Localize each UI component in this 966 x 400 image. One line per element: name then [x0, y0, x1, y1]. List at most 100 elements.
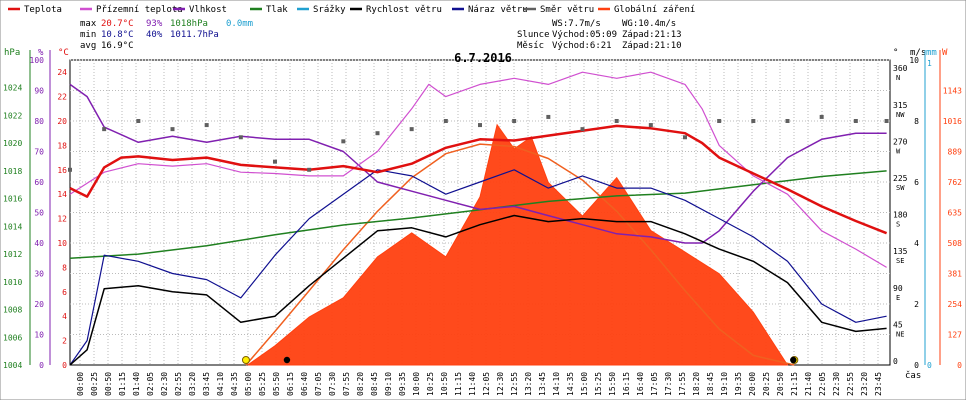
x-tick-label: 11:15 — [454, 372, 463, 396]
series-direction-point — [546, 114, 551, 119]
pressure-tick: 1018 — [3, 167, 22, 176]
sunrise-marker — [241, 356, 250, 364]
series-direction-point — [717, 119, 722, 123]
x-tick-label: 03:20 — [188, 372, 197, 396]
x-tick-label: 22:30 — [832, 372, 841, 396]
humidity-tick: 60 — [34, 178, 44, 187]
x-tick-label: 15:00 — [580, 372, 589, 396]
humidity-tick: 0 — [39, 361, 44, 370]
series-direction-point — [614, 119, 619, 123]
x-tick-label: 05:50 — [272, 372, 281, 396]
x-axis-label: čas — [905, 370, 921, 381]
solar-tick: 254 — [948, 300, 963, 309]
sun-label: Slunce — [517, 30, 550, 40]
series-direction-point — [170, 127, 175, 132]
x-tick-label: 02:55 — [174, 372, 183, 396]
series-direction-point — [136, 119, 141, 123]
temperature-tick: 20 — [57, 117, 67, 126]
direction-cardinal: NE — [896, 330, 904, 338]
series-direction-point — [238, 135, 243, 140]
temperature-tick: 8 — [62, 263, 67, 272]
series-theoretical-solar-line — [245, 143, 795, 366]
series-solar-area — [247, 123, 789, 366]
x-tick-label: 17:05 — [650, 372, 659, 396]
series-direction-point — [443, 119, 448, 123]
pressure-tick: 1020 — [3, 139, 22, 148]
stats-max-label: max — [80, 19, 97, 29]
sun-rise: Východ:05:09 — [552, 30, 617, 40]
direction-tick: 135 — [893, 247, 908, 256]
series-direction-point — [409, 127, 414, 132]
wind-speed-stat: WS:7.7m/s — [552, 19, 601, 29]
x-tick-label: 10:25 — [426, 372, 435, 396]
x-tick-label: 07:05 — [314, 372, 323, 396]
series-direction-point — [375, 131, 380, 136]
direction-tick: 270 — [893, 137, 908, 146]
humidity-tick: 10 — [34, 331, 44, 340]
series-direction-point — [580, 127, 585, 132]
stats-min-press: 1011.7hPa — [170, 30, 219, 40]
solar-tick: 127 — [948, 331, 963, 340]
x-tick-label: 12:55 — [510, 372, 519, 396]
direction-tick: 45 — [893, 320, 903, 329]
moonrise-marker — [283, 356, 291, 364]
humidity-tick: 80 — [34, 117, 44, 126]
series-direction-point — [819, 114, 824, 119]
x-tick-label: 18:20 — [692, 372, 701, 396]
series-direction-point — [884, 119, 889, 123]
x-tick-label: 07:55 — [342, 372, 351, 396]
temperature-tick: 12 — [57, 215, 67, 224]
pressure-tick: 1016 — [3, 195, 22, 204]
solar-tick: 762 — [948, 178, 963, 187]
stats-avg-label: avg — [80, 41, 96, 51]
direction-cardinal: SW — [896, 184, 905, 192]
x-tick-label: 09:35 — [398, 372, 407, 396]
x-tick-label: 20:00 — [748, 372, 757, 396]
temperature-tick: 22 — [57, 93, 67, 102]
x-tick-label: 14:10 — [552, 372, 561, 396]
x-tick-label: 12:30 — [496, 372, 505, 396]
solar-tick: 635 — [948, 209, 963, 218]
direction-tick: 0 — [893, 357, 898, 366]
pressure-tick: 1022 — [3, 111, 22, 120]
legend-label-3: Tlak — [266, 5, 288, 15]
humidity-unit: % — [38, 48, 44, 58]
moon-label: Měsíc — [517, 41, 544, 51]
x-tick-label: 06:40 — [300, 372, 309, 396]
x-tick-label: 23:45 — [874, 372, 883, 396]
x-tick-label: 05:25 — [258, 372, 267, 396]
legend-label-5: Rychlost větru — [366, 5, 442, 15]
x-tick-label: 00:25 — [90, 372, 99, 396]
direction-tick: 225 — [893, 174, 908, 183]
x-tick-label: 02:30 — [160, 372, 169, 396]
x-tick-label: 19:10 — [720, 372, 729, 396]
solar-tick: 381 — [948, 270, 963, 279]
legend-label-0: Teplota — [24, 5, 62, 15]
direction-cardinal: W — [896, 147, 901, 155]
solar-tick: 0 — [957, 361, 962, 370]
x-tick-label: 06:15 — [286, 372, 295, 396]
stats-min-temp: 10.8°C — [101, 30, 134, 40]
x-tick-label: 00:00 — [76, 372, 85, 396]
solar-unit: W — [942, 48, 948, 58]
series-direction-point — [785, 119, 790, 123]
series-gust-line — [69, 169, 887, 366]
x-tick-label: 00:50 — [104, 372, 113, 396]
humidity-tick: 90 — [34, 87, 44, 96]
series-temperature-line — [69, 124, 888, 235]
x-tick-label: 10:50 — [440, 372, 449, 396]
humidity-tick: 100 — [30, 56, 45, 65]
x-tick-label: 15:50 — [608, 372, 617, 396]
series-direction-point — [68, 167, 72, 172]
x-tick-label: 04:35 — [230, 372, 239, 396]
x-tick-label: 11:40 — [468, 372, 477, 396]
solar-tick: 889 — [948, 148, 963, 157]
direction-tick: 360 — [893, 64, 908, 73]
stats-block: max 20.7°C 93% 1018hPa 0.0mm min 10.8°C … — [80, 19, 253, 51]
x-tick-label: 16:15 — [622, 372, 631, 396]
stats-max-press: 1018hPa — [170, 19, 208, 29]
temperature-tick: 16 — [57, 166, 67, 175]
direction-unit: ° — [893, 48, 898, 58]
temperature-tick: 4 — [62, 312, 67, 321]
temperature-tick: 6 — [62, 288, 67, 297]
